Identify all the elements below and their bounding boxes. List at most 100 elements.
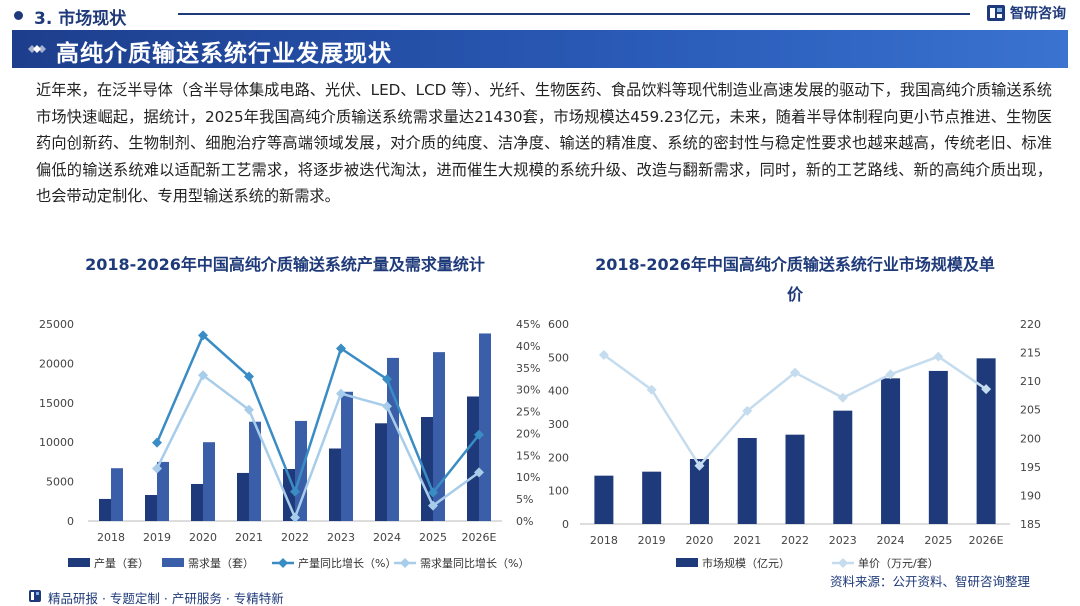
y-tick-label: 400 xyxy=(548,385,569,398)
legend-label: 市场规模（亿元） xyxy=(702,556,790,570)
bar-1 xyxy=(157,461,169,521)
y-tick-label: 10000 xyxy=(39,436,74,449)
line-point-0 xyxy=(742,405,753,416)
bar-0 xyxy=(928,370,948,524)
bar-0 xyxy=(642,471,662,524)
bar-1 xyxy=(249,421,261,521)
x-tick-label: 2022 xyxy=(281,531,309,544)
y-tick-label: 0 xyxy=(562,518,569,531)
legend-label: 需求量（套） xyxy=(188,557,254,570)
bar-1 xyxy=(341,391,353,521)
bar-0 xyxy=(976,358,996,524)
y-tick-label: 500 xyxy=(548,351,569,364)
brand-logo-icon xyxy=(987,5,1005,21)
y2-tick-label: 5% xyxy=(516,493,533,506)
diamond-icon xyxy=(28,45,46,53)
line-point-0 xyxy=(474,429,484,440)
line-point-1 xyxy=(152,463,162,474)
market-size-price-chart: 0 100 200 300 400 500 600 185 190 195 200 205 210 215… xyxy=(548,318,1041,570)
y-tick-label: 0 xyxy=(67,515,74,528)
y2-tick-label: 45% xyxy=(516,318,540,331)
legend-swatch xyxy=(676,558,698,567)
y-tick-label: 600 xyxy=(548,318,569,331)
legend-swatch xyxy=(162,558,184,567)
y2-tick-label: 40% xyxy=(516,340,540,353)
bar-0 xyxy=(881,378,901,524)
bar-1 xyxy=(433,352,445,521)
y2-tick-label: 220 xyxy=(1020,318,1041,331)
y-tick-label: 5000 xyxy=(46,476,74,489)
x-tick-label: 2020 xyxy=(685,534,713,547)
x-tick-label: 2022 xyxy=(781,534,809,547)
bar-0 xyxy=(145,494,157,521)
y2-tick-label: 30% xyxy=(516,384,540,397)
bar-0 xyxy=(375,423,387,521)
legend-label: 单价（万元/套） xyxy=(858,557,939,570)
production-demand-chart: 0 5000 10000 15000 20000 25000 0% 5% 10% 15% 20% 25… xyxy=(39,318,540,570)
x-tick-label: 2023 xyxy=(829,534,857,547)
chart-1-title: 2018-2026年中国高纯介质输送系统产量及需求量统计 xyxy=(85,255,485,274)
x-tick-label: 2018 xyxy=(590,534,618,547)
x-tick-label: 2019 xyxy=(638,534,666,547)
legend-marker xyxy=(400,558,410,568)
bar-0 xyxy=(689,459,709,524)
legend-label: 需求量同比增长（%） xyxy=(420,556,529,570)
legend-swatch xyxy=(68,558,90,567)
header-divider xyxy=(178,13,970,15)
y-tick-label: 300 xyxy=(548,418,569,431)
bar-0 xyxy=(737,438,757,524)
footer-slogan: 精品研报 · 专题定制 · 产研服务 · 专精特新 xyxy=(48,591,284,606)
line-point-0 xyxy=(837,392,848,403)
x-tick-label: 2020 xyxy=(189,531,217,544)
legend-marker xyxy=(278,558,288,568)
line-point-1 xyxy=(336,388,346,399)
title-banner: 高纯介质输送系统行业发展现状 xyxy=(12,30,1068,68)
y-tick-label: 20000 xyxy=(39,357,74,370)
intro-paragraph: 近年来，在泛半导体（含半导体集成电路、光伏、LED、LCD 等）、光纤、生物医药… xyxy=(36,81,1052,206)
line-point-0 xyxy=(198,330,208,341)
x-tick-label: 2021 xyxy=(235,531,263,544)
source-note: 资料来源：公开资料、智研咨询整理 xyxy=(830,574,1031,589)
x-tick-label: 2025 xyxy=(419,531,447,544)
bar-0 xyxy=(99,498,111,521)
bar-0 xyxy=(833,410,853,524)
y2-tick-label: 205 xyxy=(1020,404,1041,417)
y2-tick-label: 210 xyxy=(1020,375,1041,388)
footer-logo-icon xyxy=(29,590,41,602)
legend-label: 产量（套） xyxy=(94,556,149,570)
bar-0 xyxy=(237,472,249,521)
line-point-1 xyxy=(428,500,438,511)
y2-tick-label: 200 xyxy=(1020,432,1041,445)
line-series-0 xyxy=(155,333,480,496)
y2-tick-label: 10% xyxy=(516,471,540,484)
x-tick-label: 2024 xyxy=(373,531,401,544)
page-title: 高纯介质输送系统行业发展现状 xyxy=(56,41,392,67)
line-point-1 xyxy=(244,404,254,415)
line-point-0 xyxy=(382,374,392,385)
line-point-0 xyxy=(336,343,346,354)
y2-tick-label: 195 xyxy=(1020,461,1041,474)
line-point-0 xyxy=(428,487,438,498)
x-tick-label: 2026E xyxy=(462,531,497,544)
bar-0 xyxy=(421,416,433,521)
y2-tick-label: 20% xyxy=(516,427,540,440)
section-bullet xyxy=(14,11,23,20)
x-tick-label: 2023 xyxy=(327,531,355,544)
line-point-1 xyxy=(290,512,300,523)
y2-tick-label: 35% xyxy=(516,362,540,375)
line-point-1 xyxy=(382,401,392,412)
x-tick-label: 2021 xyxy=(733,534,761,547)
bar-0 xyxy=(191,483,203,521)
line-point-1 xyxy=(474,467,484,478)
line-point-0 xyxy=(790,367,800,378)
line-point-0 xyxy=(694,460,705,471)
y2-tick-label: 190 xyxy=(1020,489,1041,502)
footer: 精品研报 · 专题定制 · 产研服务 · 专精特新 xyxy=(12,583,1068,606)
bar-1 xyxy=(479,333,491,521)
line-point-0 xyxy=(885,369,896,380)
y2-tick-label: 15% xyxy=(516,449,540,462)
bar-1 xyxy=(111,468,123,521)
line-point-0 xyxy=(152,437,162,448)
y2-tick-label: 0% xyxy=(516,515,533,528)
line-series-1 xyxy=(155,373,480,521)
